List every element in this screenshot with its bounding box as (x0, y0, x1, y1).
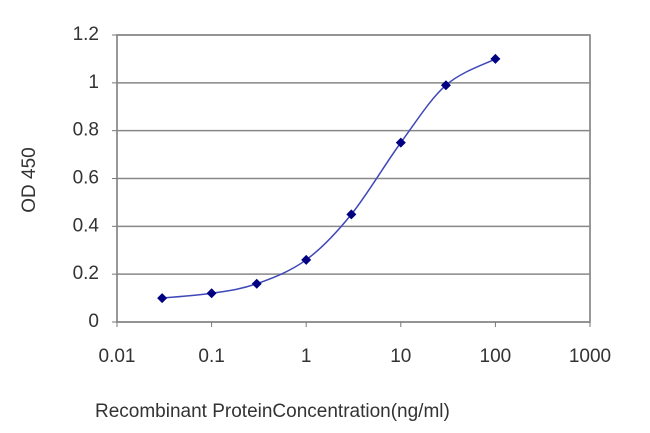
y-tick-label: 0.4 (73, 215, 100, 236)
data-point (440, 80, 451, 91)
data-point (346, 209, 357, 220)
x-tick-label: 100 (480, 346, 512, 367)
y-tick-label: 0.6 (73, 168, 99, 189)
data-point (251, 278, 262, 289)
x-tick-label: 0.1 (198, 346, 224, 367)
y-tick-label: 1.2 (73, 24, 99, 45)
y-tick-label: 0.2 (73, 263, 99, 284)
data-point (157, 293, 168, 304)
data-point (490, 53, 501, 64)
y-axis-label: OD 450 (19, 147, 40, 212)
data-point (395, 137, 406, 148)
x-axis-label: Recombinant ProteinConcentration(ng/ml) (95, 401, 450, 422)
x-tick-label: 0.01 (99, 346, 136, 367)
y-tick-label: 0.8 (73, 120, 99, 141)
y-tick-label: 0 (88, 311, 99, 332)
x-tick-label: 1 (301, 346, 312, 367)
x-tick-label: 1000 (569, 346, 611, 367)
x-tick-label: 10 (390, 346, 411, 367)
data-line (162, 58, 496, 299)
data-point (301, 254, 312, 265)
data-point (206, 288, 217, 299)
y-tick-label: 1 (88, 72, 99, 93)
